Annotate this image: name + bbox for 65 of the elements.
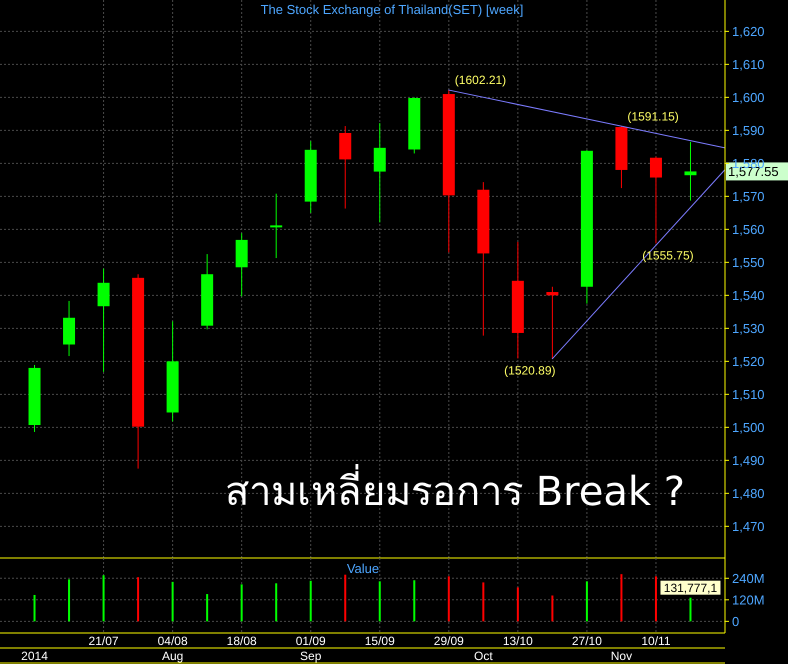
y-tick-label: 1,560 bbox=[732, 222, 765, 237]
y-tick-label: 1,480 bbox=[732, 486, 765, 501]
bar bbox=[344, 574, 346, 622]
x-tick-label: 04/08 bbox=[158, 634, 188, 648]
annotation: สามเหลี่ยมรอการ Break ? bbox=[225, 464, 685, 515]
x-tick-label: 01/09 bbox=[296, 634, 326, 648]
chart-title: Value bbox=[346, 561, 380, 576]
y-tick-label: 1,530 bbox=[732, 320, 765, 336]
annotation: (1602.21) bbox=[454, 73, 506, 88]
chart-title: The Stock Exchange of Thailand(SET) [week] bbox=[260, 2, 524, 17]
bar bbox=[620, 574, 622, 622]
candlestick bbox=[270, 193, 282, 259]
y-tick-label: 1,590 bbox=[732, 122, 765, 138]
bar bbox=[137, 577, 140, 622]
bar bbox=[378, 581, 381, 622]
y-tick-label: 1,470 bbox=[732, 518, 765, 534]
y-tick-label: 0 bbox=[732, 614, 740, 629]
bar bbox=[275, 583, 278, 622]
bar bbox=[516, 587, 519, 622]
y-tick-label: 1,520 bbox=[732, 354, 765, 369]
y-tick-label: 1,510 bbox=[732, 386, 765, 402]
x2-tick-label: Nov bbox=[610, 649, 632, 664]
y-tick-label: 240M bbox=[732, 570, 765, 586]
bar bbox=[586, 581, 588, 622]
annotation: (1520.89) bbox=[504, 363, 556, 378]
candlestick bbox=[546, 286, 558, 360]
y-tick-label: 1,600 bbox=[732, 90, 765, 105]
bar bbox=[413, 580, 416, 622]
x-tick-label: 21/07 bbox=[88, 634, 119, 648]
y-tick-label: 1,570 bbox=[732, 188, 765, 204]
bar bbox=[172, 582, 174, 622]
data-label: 131,777,1 bbox=[664, 580, 718, 595]
x-tick-label: 15/09 bbox=[364, 634, 396, 648]
candlestick bbox=[374, 122, 386, 223]
y-tick-label: 1,550 bbox=[732, 254, 765, 270]
bar bbox=[68, 579, 70, 622]
x-tick-label: 29/09 bbox=[434, 634, 464, 648]
bar bbox=[448, 576, 450, 622]
y-tick-label: 1,540 bbox=[732, 288, 765, 303]
y-tick-label: 1,610 bbox=[732, 56, 765, 72]
candlestick bbox=[684, 141, 696, 202]
candlestick bbox=[650, 156, 662, 244]
x2-tick-label: Oct bbox=[474, 649, 494, 664]
bar bbox=[206, 594, 208, 622]
y-tick-label: 1,620 bbox=[732, 24, 765, 39]
x-tick-label: 13/10 bbox=[502, 634, 534, 648]
x2-tick-label: 2014 bbox=[21, 649, 48, 664]
y-tick-label: 1,500 bbox=[732, 420, 765, 435]
bar bbox=[240, 584, 243, 622]
x-tick-label: 10/11 bbox=[641, 634, 671, 648]
y-tick-label: 120M bbox=[732, 592, 765, 608]
bar bbox=[689, 598, 692, 622]
x2-tick-label: Sep bbox=[300, 649, 322, 664]
x-tick-label: 27/10 bbox=[572, 634, 602, 648]
bar bbox=[654, 576, 657, 622]
bar bbox=[310, 580, 312, 622]
candlestick bbox=[98, 268, 110, 372]
bar bbox=[34, 594, 36, 622]
bar bbox=[482, 582, 484, 622]
bar bbox=[102, 575, 105, 622]
y-tick-label: 1,490 bbox=[732, 452, 765, 468]
x2-tick-label: Aug bbox=[162, 649, 184, 664]
x-tick-label: 18/08 bbox=[226, 634, 258, 648]
bar bbox=[551, 596, 554, 622]
annotation: (1591.15) bbox=[627, 110, 679, 124]
